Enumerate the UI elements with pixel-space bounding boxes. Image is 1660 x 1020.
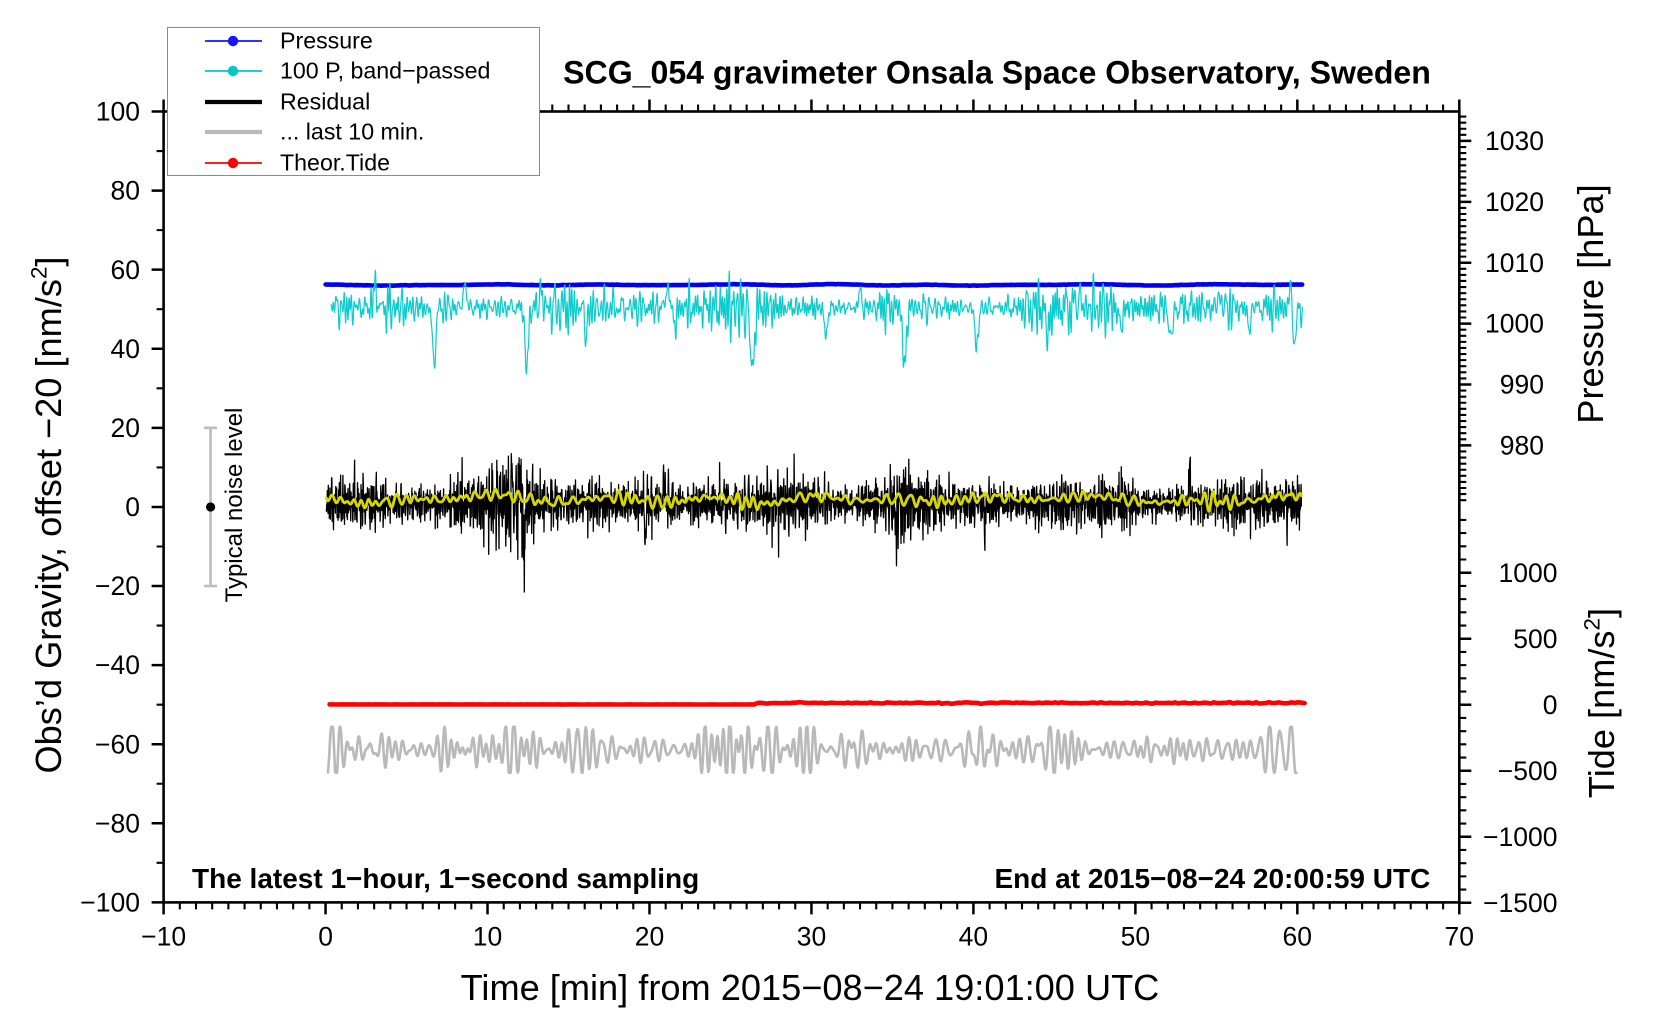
tide-axis-title: Tide [nm/s2] (1580, 608, 1623, 798)
gravity-tick-label: 100 (96, 97, 140, 127)
legend-label: Residual (280, 88, 371, 115)
legend-label: ... last 10 min. (280, 118, 425, 145)
x-tick-label: 0 (318, 922, 333, 952)
pressure-tick-label: 1000 (1485, 309, 1544, 339)
plot-frame (162, 110, 1461, 904)
series--last-10-min- (326, 725, 1298, 775)
pressure-axis-title: Pressure [hPa] (1570, 184, 1611, 423)
chart-title: SCG_054 gravimeter Onsala Space Observat… (563, 55, 1431, 91)
major-ticks (151, 99, 1472, 915)
gravity-tick-label: −40 (95, 650, 140, 680)
legend-sample-line-dot (205, 157, 262, 168)
x-tick-label: 10 (473, 922, 502, 952)
annotation-sampling: The latest 1−hour, 1−second sampling (192, 863, 699, 894)
legend-dot (227, 35, 239, 47)
legend-dot (227, 157, 239, 168)
tide-tick-label: 1000 (1499, 558, 1558, 588)
gravity-axis-title: Obs’d Gravity, offset −20 [nm/s2] (27, 257, 70, 774)
legend: Pressure 100 P, band−passed Residual ... la… (167, 27, 540, 176)
gravity-tick-label: 60 (111, 255, 140, 285)
legend-item: ... last 10 min. (168, 117, 539, 147)
annotation-end-time: End at 2015−08−24 20:00:59 UTC (994, 863, 1430, 894)
legend-dot (227, 66, 239, 77)
gravity-tick-label: 0 (125, 492, 140, 522)
x-tick-label: 60 (1283, 922, 1312, 952)
series-theor-tide (327, 699, 1307, 707)
x-tick-label: 30 (797, 922, 826, 952)
pressure-tick-label: 990 (1500, 370, 1544, 400)
superscript: 2 (27, 267, 52, 279)
gravity-tick-label: −80 (95, 808, 140, 838)
pressure-tick-label: 1010 (1485, 248, 1544, 278)
legend-sample-line-dot (205, 66, 262, 77)
gravity-tick-label: −100 (80, 888, 140, 918)
series-residual-smoothed (324, 487, 1303, 513)
tide-tick-label: −1500 (1483, 888, 1557, 918)
series-pressure (323, 281, 1305, 289)
tide-tick-label: 0 (1543, 690, 1558, 720)
label-text: Obs’d Gravity, offset −20 [nm/s (28, 279, 69, 773)
legend-item: 100 P, band−passed (168, 56, 539, 86)
pressure-tick-label: 980 (1500, 431, 1544, 461)
minor-ticks (156, 104, 1467, 910)
series-layer (323, 269, 1307, 775)
x-tick-label: 50 (1121, 922, 1150, 952)
superscript: 2 (1580, 618, 1605, 630)
legend-item: Residual (168, 87, 539, 117)
noise-level-label: Typical noise level (221, 408, 248, 603)
x-tick-label: 20 (635, 922, 664, 952)
legend-item: Theor.Tide (168, 148, 539, 178)
label-text: ] (28, 257, 69, 267)
series-100-p-band-passed (330, 269, 1304, 375)
x-tick-label: −10 (141, 922, 186, 952)
gravity-tick-label: 20 (111, 413, 140, 443)
label-text: Tide [nm/s (1581, 630, 1622, 798)
legend-label: Pressure (280, 27, 373, 54)
legend-item: Pressure (168, 26, 539, 56)
legend-label: Theor.Tide (280, 149, 390, 176)
x-tick-label: 40 (959, 922, 988, 952)
pressure-tick-label: 1020 (1485, 187, 1544, 217)
series-residual (325, 452, 1303, 593)
gravity-tick-label: −20 (95, 571, 140, 601)
noise-dot (205, 502, 216, 512)
legend-sample-line (205, 99, 262, 104)
gravity-tick-label: −60 (95, 729, 140, 759)
gravity-tick-label: 80 (111, 176, 140, 206)
legend-label: 100 P, band−passed (280, 57, 491, 84)
x-tick-label: 70 (1445, 922, 1474, 952)
gravity-tick-label: 40 (111, 334, 140, 364)
axes-layer: −10 0 10 20 30 40 50 60 70−100−80−60−40−20020406… (80, 97, 1557, 952)
legend-sample-line (205, 130, 262, 135)
tide-tick-label: −1000 (1483, 822, 1557, 852)
x-axis-title: Time [min] from 2015−08−24 19:01:00 UTC (461, 967, 1160, 1008)
tide-tick-label: −500 (1498, 756, 1558, 786)
legend-sample-line-dot (205, 35, 262, 47)
label-text: ] (1581, 608, 1622, 618)
pressure-tick-label: 1030 (1485, 126, 1544, 156)
tide-tick-label: 500 (1513, 624, 1557, 654)
